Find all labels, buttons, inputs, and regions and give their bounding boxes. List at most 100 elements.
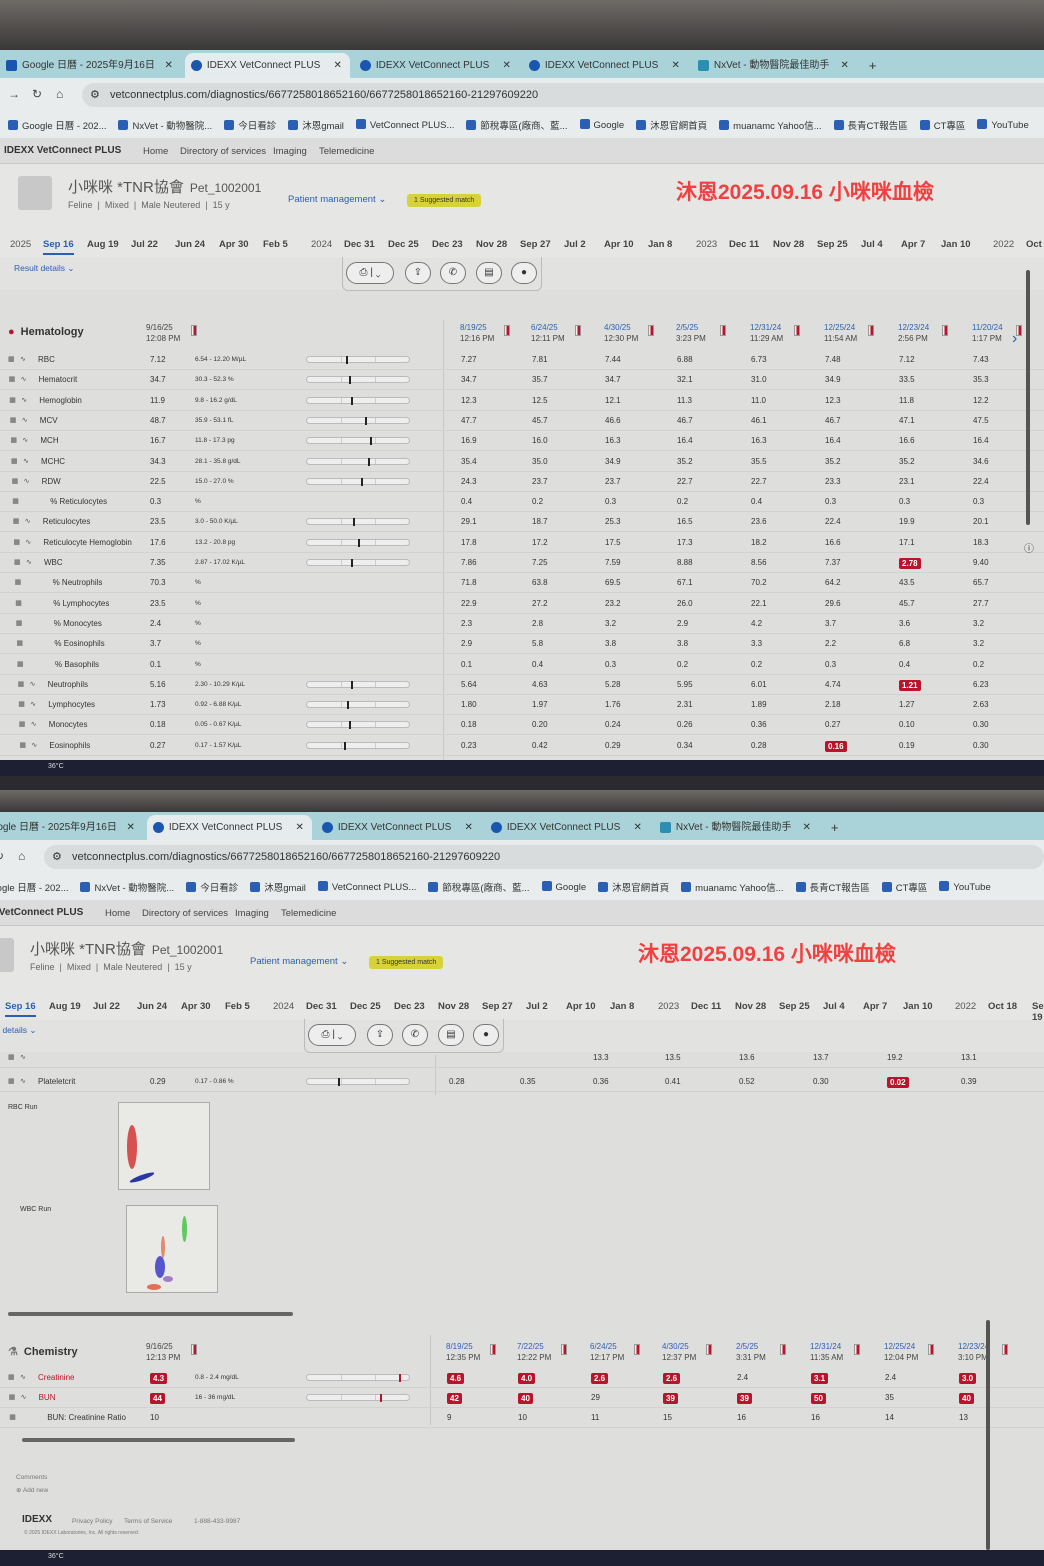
result-row[interactable]: ▦ % Reticulocytes 0.3% 0.4 0.2 0.3 0.2 0.4 0.3 0.… [0,492,1044,513]
pdf-report-icon[interactable] [648,325,654,336]
timeline-date[interactable]: Apr 30 [181,1001,211,1012]
pdf-report-icon[interactable] [780,1344,786,1355]
result-row[interactable]: ▦ ∿ RBC 7.12 6.54 - 12.20 M/µL 7.27 7.81 7.44 6.… [0,350,1044,370]
close-tab-icon[interactable]: ✕ [333,60,342,71]
bookmark-item[interactable]: 節稅專區(廠商、藍... [428,880,530,894]
trend-graph-icon[interactable]: ∿ [26,559,32,566]
bookmark-item[interactable]: Google 日曆 - 202... [0,880,68,894]
bookmark-item[interactable]: muanamc Yahoo信... [719,118,822,132]
current-result-header[interactable]: 9/16/25 12:08 PM [146,322,180,344]
history-result-header[interactable]: 8/19/25 12:35 PM [446,1341,480,1363]
print-button[interactable]: ⎙ | ⌄ [346,262,394,284]
nav-imaging[interactable]: Imaging [273,146,307,157]
share-button[interactable]: ⇪ [367,1024,393,1046]
timeline-date[interactable]: Dec 31 [344,239,375,250]
bookmark-item[interactable]: Google [541,881,586,893]
share-button[interactable]: ⇪ [405,262,431,284]
privacy-policy-link[interactable]: Privacy Policy [72,1518,113,1525]
history-result-header[interactable]: 8/19/25 12:16 PM [460,322,494,344]
trend-graph-icon[interactable]: ∿ [20,1054,26,1061]
site-settings-icon[interactable]: ⚙ [90,89,100,101]
result-row[interactable]: ▦ ∿ Plateletcrit 0.29 0.17 - 0.86 % 0.28 0.35 0… [0,1072,1044,1092]
pdf-report-icon[interactable] [504,325,510,336]
timeline-date[interactable]: Nov 28 [735,1001,767,1012]
drag-handle-icon[interactable]: ▦ [8,1078,15,1085]
trend-graph-icon[interactable]: ∿ [22,437,29,445]
timeline-date[interactable]: Jul 2 [564,239,586,250]
pdf-report-icon[interactable] [928,1344,934,1355]
print-button[interactable]: ⎙ | ⌄ [308,1024,356,1046]
bookmark-item[interactable]: 沐恩gmail [288,118,344,132]
drag-handle-icon[interactable]: ▦ [18,701,25,709]
history-result-header[interactable]: 4/30/25 12:30 PM [604,322,638,344]
result-row[interactable]: ▦ % Basophils 0.1% 0.1 0.4 0.3 0.2 0.2 0.3 0.4 0.2 [0,655,1044,675]
result-row[interactable]: ▦ ∿ BUN 44 16 - 36 mg/dL 42 40 29 39 39 50 35 40 [0,1388,1044,1408]
suggested-match-badge[interactable]: 1 Suggested match [407,194,482,207]
trend-graph-icon[interactable]: ∿ [21,396,28,404]
drag-handle-icon[interactable]: ▦ [17,660,24,668]
close-tab-icon[interactable]: ✕ [840,60,849,71]
bookmark-item[interactable]: 今日看診 [186,880,238,894]
pdf-report-icon[interactable] [561,1344,567,1355]
drag-handle-icon[interactable]: ▦ [13,538,21,546]
timeline-date[interactable]: Jul 22 [93,1001,120,1012]
pdf-report-icon[interactable] [575,325,581,336]
trend-graph-icon[interactable]: ∿ [20,1394,27,1401]
trend-graph-icon[interactable]: ∿ [30,701,37,709]
timeline-date[interactable]: Sep 16 [43,239,74,255]
terms-of-service-link[interactable]: Terms of Service [124,1518,173,1525]
result-row[interactable]: ▦ ∿ MCV 48.7 35.9 - 53.1 fL 47.7 45.7 46.6 46.7 4… [0,411,1044,431]
close-tab-icon[interactable]: ✕ [126,822,135,833]
timeline-date[interactable]: Nov 28 [476,239,508,250]
tab-nxvet[interactable]: NxVet - 動物醫院最佳助手 ✕ [692,53,857,78]
history-result-header[interactable]: 12/23/24 2:56 PM [898,322,929,344]
bookmark-item[interactable]: NxVet - 動物醫院... [80,880,174,894]
new-tab-button[interactable]: + [830,820,839,835]
mark-reviewed-button[interactable]: ● [473,1024,499,1046]
timeline-date[interactable]: Jun 24 [137,1001,168,1012]
bookmark-item[interactable]: CT專區 [919,118,965,132]
drag-handle-icon[interactable]: ▦ [8,1374,15,1381]
history-result-header[interactable]: 2/5/25 3:23 PM [676,322,706,344]
timeline-date[interactable]: Nov 28 [773,239,805,250]
timeline-date[interactable]: Dec 25 [388,239,419,250]
drag-handle-icon[interactable]: ▦ [19,741,27,749]
nav-imaging[interactable]: Imaging [235,908,269,919]
bookmark-item[interactable]: 沐恩官網首頁 [598,880,669,894]
site-settings-icon[interactable]: ⚙ [52,851,62,863]
timeline-date[interactable]: Sep 27 [520,239,551,250]
result-row[interactable]: ▦ % Lymphocytes 23.5% 22.9 27.2 23.2 26.0 22.1 2… [0,594,1044,614]
timeline-date[interactable]: Dec 11 [691,1001,722,1012]
rbc-run-dotplot[interactable] [118,1102,210,1190]
nav-home[interactable]: Home [105,908,131,919]
bookmark-item[interactable]: 節稅專區(廠商、藍... [466,118,568,132]
timeline-date[interactable]: Sep 25 [779,1001,810,1012]
timeline-date[interactable]: Apr 30 [219,239,249,250]
drag-handle-icon[interactable]: ▦ [8,1054,15,1061]
tab-vetconnect-active[interactable]: IDEXX VetConnect PLUS ✕ [184,53,350,78]
nav-telemedicine[interactable]: Telemedicine [319,146,375,157]
drag-handle-icon[interactable]: ▦ [15,619,23,627]
timeline-date[interactable]: Dec 23 [432,239,463,250]
timeline-date[interactable]: Apr 7 [901,239,926,250]
pdf-report-icon[interactable] [191,1344,197,1355]
drag-handle-icon[interactable]: ▦ [11,457,18,465]
history-result-header[interactable]: 12/31/24 11:35 AM [810,1341,843,1363]
app-brand[interactable]: IDEXX VetConnect PLUS [4,145,122,156]
result-row[interactable]: ▦ ∿ 13.3 13.5 13.6 13.7 19.2 13.1 [0,1048,1044,1068]
history-result-header[interactable]: 12/31/24 11:29 AM [750,322,783,344]
phone-button[interactable]: ✆ [402,1024,428,1046]
tab-vetconnect-3[interactable]: IDEXX VetConnect PLUS ✕ [485,815,650,840]
current-result-header[interactable]: 9/16/25 12:13 PM [146,1341,180,1363]
result-row[interactable]: ▦ ∿ Eosinophils 0.27 0.17 - 1.57 K/µL 0.23 0.4… [0,736,1044,756]
history-result-header[interactable]: 12/25/24 11:54 AM [824,322,857,344]
mark-reviewed-button[interactable]: ● [511,262,537,284]
timeline-date[interactable]: Jul 22 [131,239,158,250]
pdf-report-icon[interactable] [942,325,948,336]
patient-management-dropdown[interactable]: Patient management ⌄ [288,194,386,205]
trend-graph-icon[interactable]: ∿ [20,1078,26,1085]
bookmark-item[interactable]: NxVet - 動物醫院... [118,118,212,132]
clipboard-button[interactable]: ▤ [476,262,502,284]
pdf-report-icon[interactable] [1016,325,1022,336]
vertical-scrollbar[interactable] [1026,270,1030,525]
